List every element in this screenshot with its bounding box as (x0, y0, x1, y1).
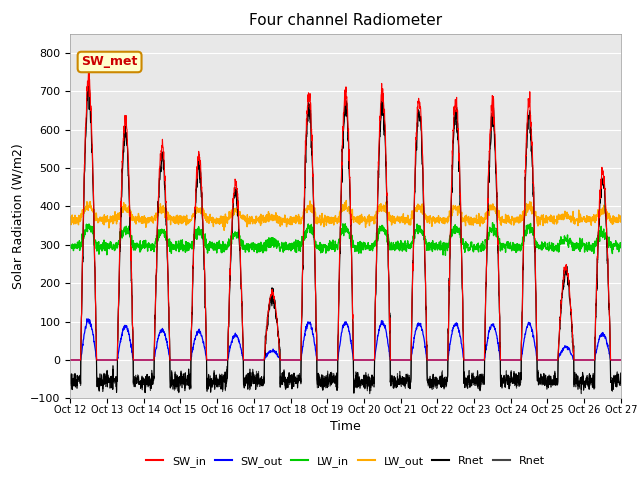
Line: LW_out: LW_out (70, 201, 621, 230)
SW_out (220, 357, 228, 363)
Rnet (569, 332, 577, 337)
Rnet (617, 371, 625, 376)
LW_out (67, 216, 74, 222)
X-axis label: Time: Time (330, 420, 361, 433)
SW_in (220, 357, 228, 363)
SW_out (584, 357, 591, 363)
LW_in (489, 220, 497, 226)
SW_in (506, 357, 513, 363)
Text: SW_met: SW_met (81, 56, 138, 69)
LW_out (362, 218, 370, 224)
Rnet (350, 390, 358, 396)
Line: Rnet: Rnet (70, 85, 621, 394)
LW_out (220, 220, 228, 226)
Title: Four channel Radiometer: Four channel Radiometer (249, 13, 442, 28)
Line: SW_out: SW_out (70, 319, 621, 360)
Rnet (568, 340, 576, 346)
SW_out (374, 333, 381, 338)
Rnet (84, 78, 92, 84)
Line: SW_in: SW_in (70, 71, 621, 360)
Rnet (67, 383, 74, 388)
SW_out (568, 353, 576, 359)
LW_in (584, 246, 592, 252)
Rnet (220, 372, 228, 378)
SW_in (84, 68, 92, 74)
LW_in (362, 247, 369, 252)
SW_in (584, 357, 591, 363)
Rnet (584, 382, 592, 388)
LW_out (342, 198, 350, 204)
SW_out (67, 357, 74, 363)
Rnet (577, 391, 585, 396)
Rnet (617, 370, 625, 376)
Rnet (362, 372, 370, 378)
Rnet (584, 384, 592, 389)
LW_out (584, 216, 592, 222)
SW_out (83, 316, 91, 322)
SW_in (617, 357, 625, 363)
LW_in (617, 244, 625, 250)
LW_in (67, 244, 74, 250)
Line: LW_in: LW_in (70, 223, 621, 255)
LW_in (442, 252, 449, 258)
Legend: SW_in, SW_out, LW_in, LW_out, Rnet, Rnet: SW_in, SW_out, LW_in, LW_out, Rnet, Rnet (142, 451, 549, 471)
Rnet (220, 373, 228, 379)
LW_in (220, 243, 228, 249)
SW_in (67, 357, 74, 363)
Rnet (67, 380, 74, 386)
LW_out (569, 217, 577, 223)
Rnet (506, 378, 514, 384)
Rnet (362, 371, 369, 377)
SW_out (362, 357, 369, 363)
Rnet (85, 82, 93, 88)
SW_in (362, 357, 369, 363)
Rnet (506, 383, 513, 389)
SW_out (617, 357, 625, 363)
SW_out (506, 357, 513, 363)
SW_in (374, 193, 381, 199)
LW_in (374, 230, 381, 236)
SW_in (568, 327, 576, 333)
LW_out (374, 206, 381, 212)
Rnet (374, 196, 381, 202)
LW_in (569, 248, 577, 253)
LW_in (506, 246, 514, 252)
Rnet (374, 189, 381, 194)
LW_out (506, 218, 514, 224)
LW_out (617, 219, 625, 225)
Y-axis label: Solar Radiation (W/m2): Solar Radiation (W/m2) (12, 143, 25, 289)
Line: Rnet: Rnet (70, 81, 621, 393)
LW_out (220, 228, 228, 233)
